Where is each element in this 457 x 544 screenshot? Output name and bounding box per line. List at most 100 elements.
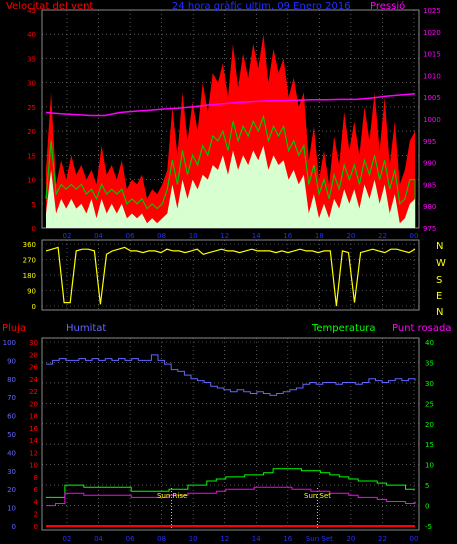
wind-left-tick: 0 [32,225,36,233]
temp-grid [42,338,419,530]
wind-left-tick: 30 [27,80,36,88]
temp-x-tick: 20 [346,535,355,543]
pressure-line [45,92,416,117]
temp-x-tick: 02 [63,535,72,543]
sunset-label: Sun Set [304,492,331,500]
wind-right-tick: 995 [423,138,436,146]
humidity-tick: 100 [3,339,16,347]
wind-x-tick: 16 [283,232,292,240]
dir-label-w: W [436,258,446,269]
dewpoint-label: Punt rosada [392,323,451,334]
wind-left-tick: 15 [27,152,36,160]
wind-left-tick: 35 [27,55,36,63]
humidity-tick: 90 [7,357,16,365]
wind-right-tick: 1025 [423,7,441,15]
wind-left-tick: 25 [27,104,36,112]
wind-min-area [46,145,415,228]
temp-x-tick: 16 [283,535,292,543]
temp-x-tick: 10 [189,535,198,543]
humidity-tick: 10 [7,505,16,513]
rain-tick: 2 [34,511,38,519]
rain-tick: 24 [29,376,38,384]
temp-plot [46,354,416,527]
wind-right-tick: 985 [423,181,436,189]
temperature-line [46,468,415,498]
temp-right-tick: 10 [425,462,434,470]
temp-x-tick: Sun Set [306,535,333,543]
wind-x-tick: 18 [315,232,324,240]
wind-max-area [46,34,415,229]
temp-x-tick: 14 [252,535,261,543]
dewpoint-line [46,486,416,507]
wind-left-tick: 20 [27,128,36,136]
wind-left-tick: 10 [27,177,36,185]
rain-tick: 20 [29,400,38,408]
rain-tick: 22 [29,388,38,396]
temp-right-tick: 30 [425,380,434,388]
temp-x-tick: 12 [220,535,229,543]
temp-right-tick: 0 [425,503,429,511]
wind-left-tick: 5 [32,201,36,209]
rain-tick: 4 [34,498,39,506]
rain-tick: 26 [29,364,38,372]
wind-right-tick: 1015 [423,51,441,59]
humidity-tick: 50 [7,431,16,439]
rain-tick: 12 [29,449,38,457]
wind-right-tick: 990 [423,160,436,168]
direction-left-tick: 270 [23,257,36,265]
wind-right-tick: 1010 [423,72,441,80]
humidity-tick: 20 [7,486,16,494]
wind-right-tick: 1000 [423,116,441,124]
dir-label-n2: N [436,307,443,318]
temp-right-tick: -5 [425,523,432,531]
wind-average-line-top [45,114,415,210]
wind-right-tick: 1020 [423,29,441,37]
wind-x-tick: 08 [157,232,166,240]
direction-left-tick: 360 [23,241,36,249]
wind-x-tick: 12 [220,232,229,240]
axis-ticks: 0510152025303540459759809859909951000100… [3,7,441,543]
rain-tick: 8 [34,474,38,482]
wind-x-tick: 02 [63,232,72,240]
direction-plot [45,246,416,307]
humidity-tick: 0 [12,523,16,531]
temp-right-tick: 25 [425,400,434,408]
humidity-tick: 60 [7,413,16,421]
wind-right-label: Pressió [370,0,405,12]
temp-x-tick: 04 [94,535,103,543]
temp-right-tick: 5 [425,482,429,490]
rain-label: Pluja [2,323,26,334]
wind-x-tick: 04 [94,232,103,240]
wind-left-label: Velocitat del vent [6,1,93,12]
temp-right-tick: 35 [425,359,434,367]
direction-line [45,246,416,307]
dir-label-n1: N [436,241,443,252]
temp-right-tick: 20 [425,421,434,429]
wind-x-tick: 20 [346,232,355,240]
wind-x-tick: 00 [410,232,419,240]
temp-panel-frame [41,337,420,531]
chart-title: 24 hora gràfic ultim, 09 Enero 2016 [172,0,351,12]
temp-x-tick: 06 [126,535,135,543]
wind-x-tick: 10 [189,232,198,240]
humidity-label: Humitat [66,323,106,334]
rain-tick: 18 [29,413,38,421]
rain-tick: 0 [34,523,38,531]
temperature-label: Temperatura [311,323,376,334]
humidity-tick: 80 [7,376,16,384]
sunrise-label: Sun Rise [157,492,187,500]
wind-x-tick: 22 [378,232,387,240]
rain-tick: 6 [34,486,39,494]
direction-left-tick: 90 [27,288,36,296]
rain-tick: 14 [29,437,38,445]
wind-x-tick: 14 [252,232,261,240]
temp-x-tick: 00 [410,535,419,543]
wind-x-tick: 06 [126,232,135,240]
direction-left-tick: 0 [32,303,36,311]
dir-label-s: S [436,275,442,286]
temp-right-tick: 40 [425,339,434,347]
temp-x-tick: 08 [157,535,166,543]
dir-label-e: E [436,291,442,302]
rain-tick: 10 [29,462,38,470]
